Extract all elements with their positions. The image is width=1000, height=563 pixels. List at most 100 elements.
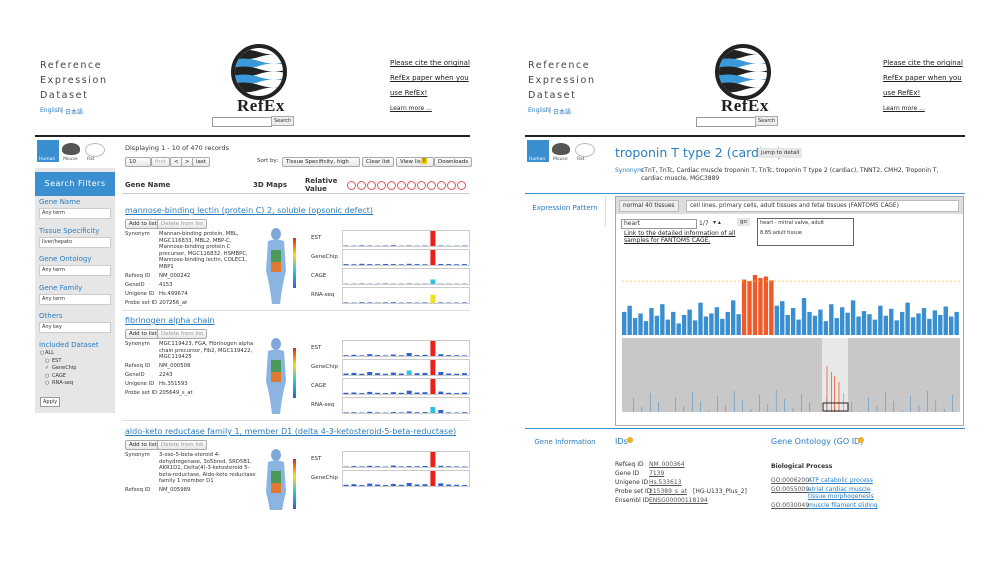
language-link[interactable]: 日本語 bbox=[65, 109, 84, 116]
search-button[interactable]: Search bbox=[755, 116, 779, 126]
go-term-link[interactable]: atrial cardiac muscle tissue morphogenes… bbox=[808, 486, 874, 500]
learn-more-link[interactable]: Learn more ... bbox=[883, 105, 925, 112]
pager-button[interactable]: first bbox=[151, 157, 170, 167]
gene-name-link[interactable]: mannose-binding lectin (protein C) 2, so… bbox=[125, 206, 374, 215]
organ-icon[interactable] bbox=[417, 181, 426, 190]
go-button[interactable]: go bbox=[737, 218, 750, 226]
detail-link[interactable]: Link to the detailed information of all … bbox=[624, 230, 736, 244]
gene-name-link[interactable]: aldo-keto reductase family 1, member D1 … bbox=[125, 427, 457, 436]
dataset-option[interactable]: EST bbox=[52, 357, 62, 364]
id-value-link[interactable]: NM_000364 bbox=[649, 461, 685, 468]
mini-bar bbox=[343, 264, 349, 265]
dataset-option[interactable]: RNA-seq bbox=[52, 380, 74, 386]
cite-link[interactable]: RefEx paper when you bbox=[883, 74, 962, 82]
site-name: Expression bbox=[40, 75, 108, 86]
pager-button[interactable]: last bbox=[192, 157, 210, 167]
delete-from-list-button[interactable]: Delete from list bbox=[157, 219, 208, 229]
tab[interactable]: normal 40 tissues bbox=[619, 200, 679, 212]
filter-input[interactable]: Any term bbox=[39, 208, 111, 219]
species-mouse-icon[interactable] bbox=[552, 143, 570, 155]
organ-icon[interactable] bbox=[407, 181, 416, 190]
dataset-row-label: EST bbox=[311, 235, 322, 241]
view-list-button[interactable]: View list bbox=[396, 157, 434, 167]
help-icon[interactable] bbox=[858, 437, 864, 443]
go-id-link[interactable]: GO:0055009 bbox=[771, 486, 810, 493]
filter-input[interactable]: Any term bbox=[39, 293, 111, 305]
organ-icon[interactable] bbox=[367, 181, 376, 190]
species-label[interactable]: Rat bbox=[87, 157, 95, 162]
organ-icon[interactable] bbox=[437, 181, 446, 190]
delete-from-list-button[interactable]: Delete from list bbox=[157, 440, 208, 450]
dataset-check[interactable]: ○ bbox=[40, 350, 45, 356]
organ-icon[interactable] bbox=[377, 181, 386, 190]
species-mouse-icon[interactable] bbox=[62, 143, 80, 155]
help-icon[interactable] bbox=[627, 437, 633, 443]
expression-bar bbox=[954, 311, 959, 335]
tissue-search-input[interactable]: heart bbox=[621, 219, 697, 229]
per-page-select[interactable]: 10 bbox=[125, 157, 151, 167]
filter-input[interactable]: Any term bbox=[39, 265, 111, 276]
go-term-link[interactable]: muscle filament sliding bbox=[808, 502, 878, 509]
mini-bar bbox=[406, 390, 412, 394]
organ-icon[interactable] bbox=[447, 181, 456, 190]
species-label[interactable]: Mouse bbox=[553, 157, 568, 162]
search-arrows[interactable]: ▾ ▴ bbox=[713, 219, 721, 226]
mini-bar bbox=[367, 483, 373, 486]
organ-icon[interactable] bbox=[347, 181, 356, 190]
cite-link[interactable]: use RefEx! bbox=[883, 89, 921, 97]
cite-link[interactable]: Please cite the original bbox=[390, 59, 470, 67]
organ-icon[interactable] bbox=[427, 181, 436, 190]
id-value-link[interactable]: 7139 bbox=[649, 470, 665, 477]
id-value-link[interactable]: ENSG00000118194 bbox=[649, 497, 708, 504]
downloads-button[interactable]: Downloads bbox=[434, 157, 473, 167]
species-rat-icon[interactable] bbox=[85, 143, 105, 157]
organ bbox=[271, 262, 281, 272]
species-label[interactable]: Rat bbox=[577, 157, 585, 162]
dataset-check[interactable]: ✓ bbox=[45, 365, 50, 371]
species-rat-icon[interactable] bbox=[575, 143, 595, 157]
learn-more-link[interactable]: Learn more ... bbox=[390, 105, 432, 112]
organ-icon[interactable] bbox=[397, 181, 406, 190]
go-term-link[interactable]: ATP catabolic process bbox=[808, 477, 873, 484]
species-human-tab[interactable] bbox=[37, 140, 59, 162]
species-human-tab[interactable] bbox=[527, 140, 549, 162]
dataset-option[interactable]: CAGE bbox=[52, 372, 66, 379]
organ-icon[interactable] bbox=[387, 181, 396, 190]
mini-bar bbox=[462, 373, 467, 375]
species-label[interactable]: Human bbox=[529, 157, 546, 162]
tab-active[interactable]: cell lines, primary cells, adult tissues… bbox=[686, 200, 959, 212]
language-link[interactable]: 日本語 bbox=[553, 109, 572, 116]
mini-bar bbox=[438, 410, 444, 413]
mini-chart-frame bbox=[342, 470, 470, 487]
dataset-check[interactable]: ○ bbox=[45, 357, 50, 364]
id-value-link[interactable]: Hs.533613 bbox=[649, 479, 682, 486]
apply-button[interactable]: Apply bbox=[40, 397, 61, 407]
dataset-option[interactable]: ALL bbox=[45, 350, 54, 356]
jump-to-detail-button[interactable]: jump to detail bbox=[758, 148, 803, 158]
cite-link[interactable]: Please cite the original bbox=[883, 59, 963, 67]
search-button[interactable]: Search bbox=[271, 116, 295, 126]
go-category: Biological Process bbox=[771, 463, 833, 470]
delete-from-list-button[interactable]: Delete from list bbox=[157, 329, 208, 339]
cite-link[interactable]: use RefEx! bbox=[390, 89, 428, 97]
species-label[interactable]: Mouse bbox=[63, 157, 78, 162]
organ-icon[interactable] bbox=[357, 181, 366, 190]
species-label[interactable]: Human bbox=[39, 157, 56, 162]
dataset-option[interactable]: GeneChip bbox=[52, 365, 77, 371]
search-input[interactable] bbox=[696, 117, 756, 127]
gene-name-link[interactable]: fibrinogen alpha chain bbox=[125, 316, 215, 325]
go-id-link[interactable]: GO:0030049 bbox=[771, 502, 810, 509]
sort-select[interactable]: Tissue Specificity, high bbox=[282, 157, 360, 167]
language-link[interactable]: English bbox=[528, 107, 550, 114]
language-link[interactable]: English bbox=[40, 107, 62, 114]
cite-link[interactable]: RefEx paper when you bbox=[390, 74, 469, 82]
filter-input[interactable]: liver/hepato bbox=[39, 236, 111, 248]
dataset-check[interactable]: ○ bbox=[45, 372, 50, 379]
organ-icon[interactable] bbox=[457, 181, 466, 190]
go-id-link[interactable]: GO:0006200 bbox=[771, 477, 810, 484]
clear-list-button[interactable]: Clear list bbox=[362, 157, 395, 167]
dataset-check[interactable]: ○ bbox=[45, 380, 50, 386]
id-value-link[interactable]: 215389_s_at bbox=[649, 488, 688, 495]
column-header: Relative Value bbox=[305, 177, 338, 193]
filter-input[interactable]: Any key bbox=[39, 322, 111, 333]
